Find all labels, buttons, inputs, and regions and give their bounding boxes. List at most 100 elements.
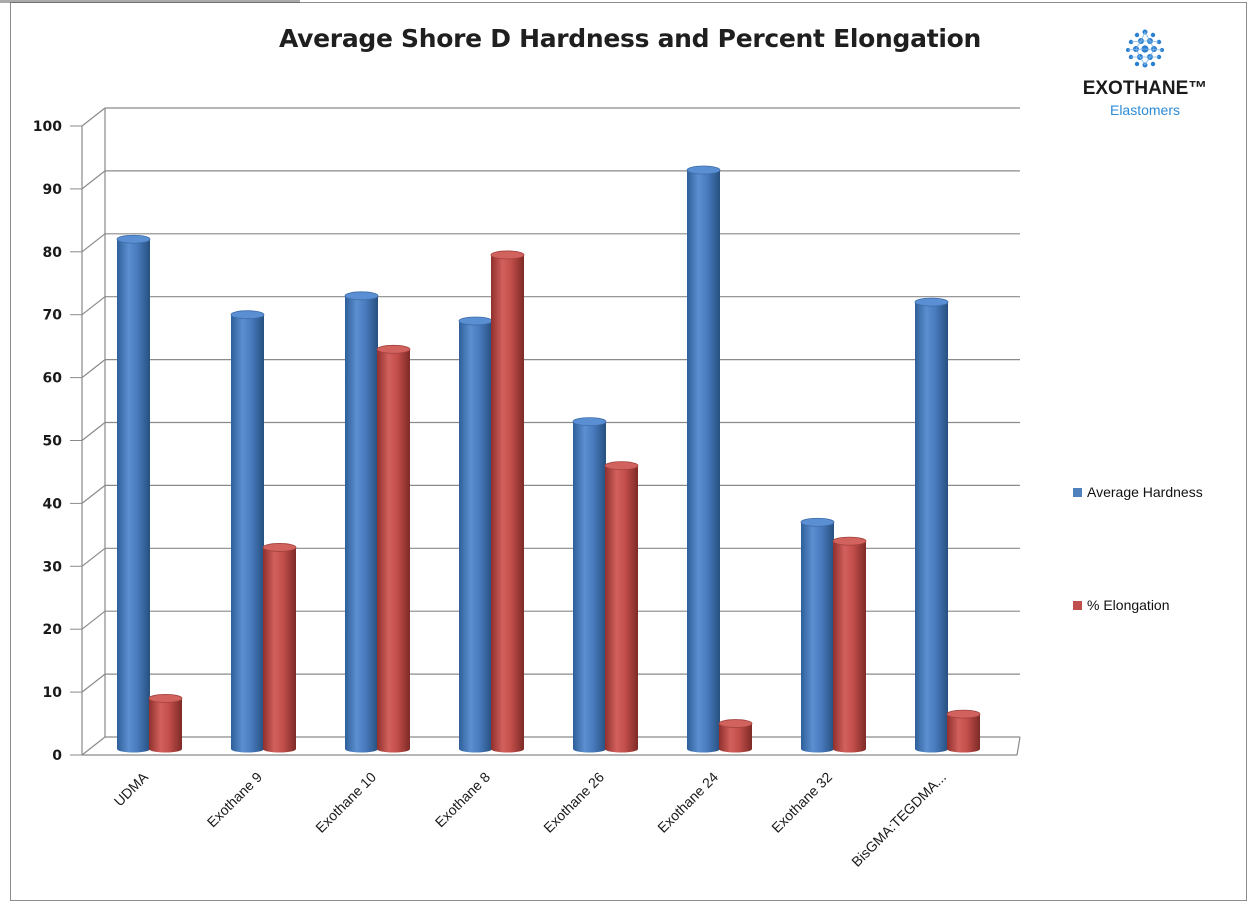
x-tick-label: BisGMA:TEGDMA...	[848, 769, 949, 870]
bar-average-hardness-cap	[914, 297, 949, 307]
bar-elongation-body	[149, 698, 182, 749]
molecule-logo-icon	[1126, 29, 1164, 68]
bar-average-hardness-base	[915, 745, 948, 753]
logo-name: EXOTHANE™	[1082, 78, 1208, 99]
legend-item-elongation: % Elongation	[1073, 597, 1170, 613]
bar-average-hardness	[116, 234, 151, 753]
bar-elongation-body	[491, 254, 524, 749]
bar-average-hardness-cap	[116, 234, 151, 244]
floor-right-edge	[1016, 736, 1021, 756]
bar-average-hardness-cap	[230, 310, 265, 320]
y-tick-label: 30	[43, 559, 63, 575]
bar-elongation	[718, 719, 753, 753]
bar-elongation-body	[377, 349, 410, 749]
bar-elongation	[148, 693, 183, 753]
bar-average-hardness	[230, 310, 265, 753]
legend-swatch-red	[1073, 601, 1082, 610]
bar-elongation-base	[833, 745, 866, 753]
legend-label: Average Hardness	[1087, 484, 1203, 500]
bar-elongation	[490, 250, 525, 753]
bar-average-hardness	[344, 291, 379, 753]
exothane-logo: EXOTHANE™ Elastomers	[1050, 26, 1240, 126]
bar-elongation-cap	[148, 693, 183, 703]
y-tick-label: 100	[33, 119, 62, 135]
bar-average-hardness-base	[573, 745, 606, 753]
gridline-depth	[81, 233, 106, 253]
bar-average-hardness-base	[801, 745, 834, 753]
bar-elongation-base	[149, 745, 182, 753]
bars	[116, 165, 981, 753]
bar-average-hardness-base	[459, 745, 492, 753]
bar-average-hardness	[800, 517, 835, 753]
gridline-depth	[81, 296, 106, 316]
bar-elongation	[262, 543, 297, 753]
bar-elongation-base	[605, 745, 638, 753]
bar-average-hardness-body	[687, 170, 720, 749]
gridline-depth	[81, 547, 106, 567]
y-tick-label: 50	[43, 434, 63, 450]
bar-elongation-base	[263, 745, 296, 753]
bar-average-hardness-cap	[344, 291, 379, 301]
bar-average-hardness-cap	[800, 517, 835, 527]
y-tick-label: 20	[43, 622, 63, 638]
y-tick-label: 60	[43, 371, 63, 387]
bar-elongation-cap	[946, 709, 981, 719]
gridline-depth	[81, 359, 106, 379]
bar-average-hardness-body	[573, 421, 606, 749]
legend-label: % Elongation	[1087, 597, 1170, 613]
gridline-depth	[81, 484, 106, 504]
bar-average-hardness-cap	[458, 316, 493, 326]
bar-average-hardness	[686, 165, 721, 753]
bar-elongation	[376, 344, 411, 753]
bar-average-hardness	[914, 297, 949, 753]
x-tick-label: Exothane 26	[540, 769, 607, 836]
y-tick-label: 90	[43, 182, 63, 198]
bar-average-hardness-base	[231, 745, 264, 753]
bar-elongation-body	[605, 465, 638, 749]
gridline-depth	[81, 673, 106, 693]
x-tick-label: UDMA	[111, 768, 152, 809]
bar-average-hardness-body	[459, 320, 492, 749]
bar-elongation-body	[263, 547, 296, 749]
bar-average-hardness-body	[345, 295, 378, 749]
bar-average-hardness	[572, 417, 607, 753]
bar-elongation-base	[947, 745, 980, 753]
bar-elongation-cap	[718, 719, 753, 728]
bar-elongation-cap	[832, 536, 867, 546]
cropped-caption-fragment	[0, 0, 300, 3]
gridline-depth	[81, 170, 106, 190]
chart-title: Average Shore D Hardness and Percent Elo…	[278, 24, 981, 53]
bar-elongation-cap	[604, 461, 639, 471]
bar-elongation-cap	[262, 543, 297, 552]
legend-item-average-hardness: Average Hardness	[1073, 484, 1203, 500]
bar-elongation	[946, 709, 981, 753]
bar-elongation	[832, 536, 867, 753]
bar-average-hardness-base	[687, 745, 720, 753]
y-tick-label: 80	[43, 245, 63, 261]
bar-average-hardness-body	[801, 522, 834, 749]
bar-average-hardness-cap	[686, 165, 721, 175]
bar-average-hardness-cap	[572, 417, 607, 427]
bar-elongation-base	[719, 745, 752, 753]
bar-average-hardness-body	[915, 302, 948, 749]
x-tick-label: Exothane 10	[312, 769, 379, 836]
gridline-depth	[81, 736, 106, 756]
bar-average-hardness-base	[345, 745, 378, 753]
logo-subtitle: Elastomers	[1109, 102, 1181, 118]
bar-average-hardness-base	[117, 745, 150, 753]
y-tick-label: 40	[43, 496, 63, 512]
x-tick-label: Exothane 8	[432, 769, 494, 831]
y-tick-label: 70	[43, 308, 63, 324]
y-tick-label: 0	[52, 748, 62, 764]
gridline-depth	[81, 422, 106, 441]
y-tick-label: 10	[43, 685, 63, 701]
bar-elongation-body	[833, 541, 866, 749]
bar-average-hardness	[458, 316, 493, 753]
bar-elongation-body	[947, 714, 980, 749]
gridline-depth	[81, 107, 106, 127]
gridlines	[70, 107, 1021, 756]
bar-average-hardness-body	[117, 239, 150, 749]
bar-average-hardness-body	[231, 314, 264, 749]
bar-elongation-cap	[376, 344, 411, 354]
